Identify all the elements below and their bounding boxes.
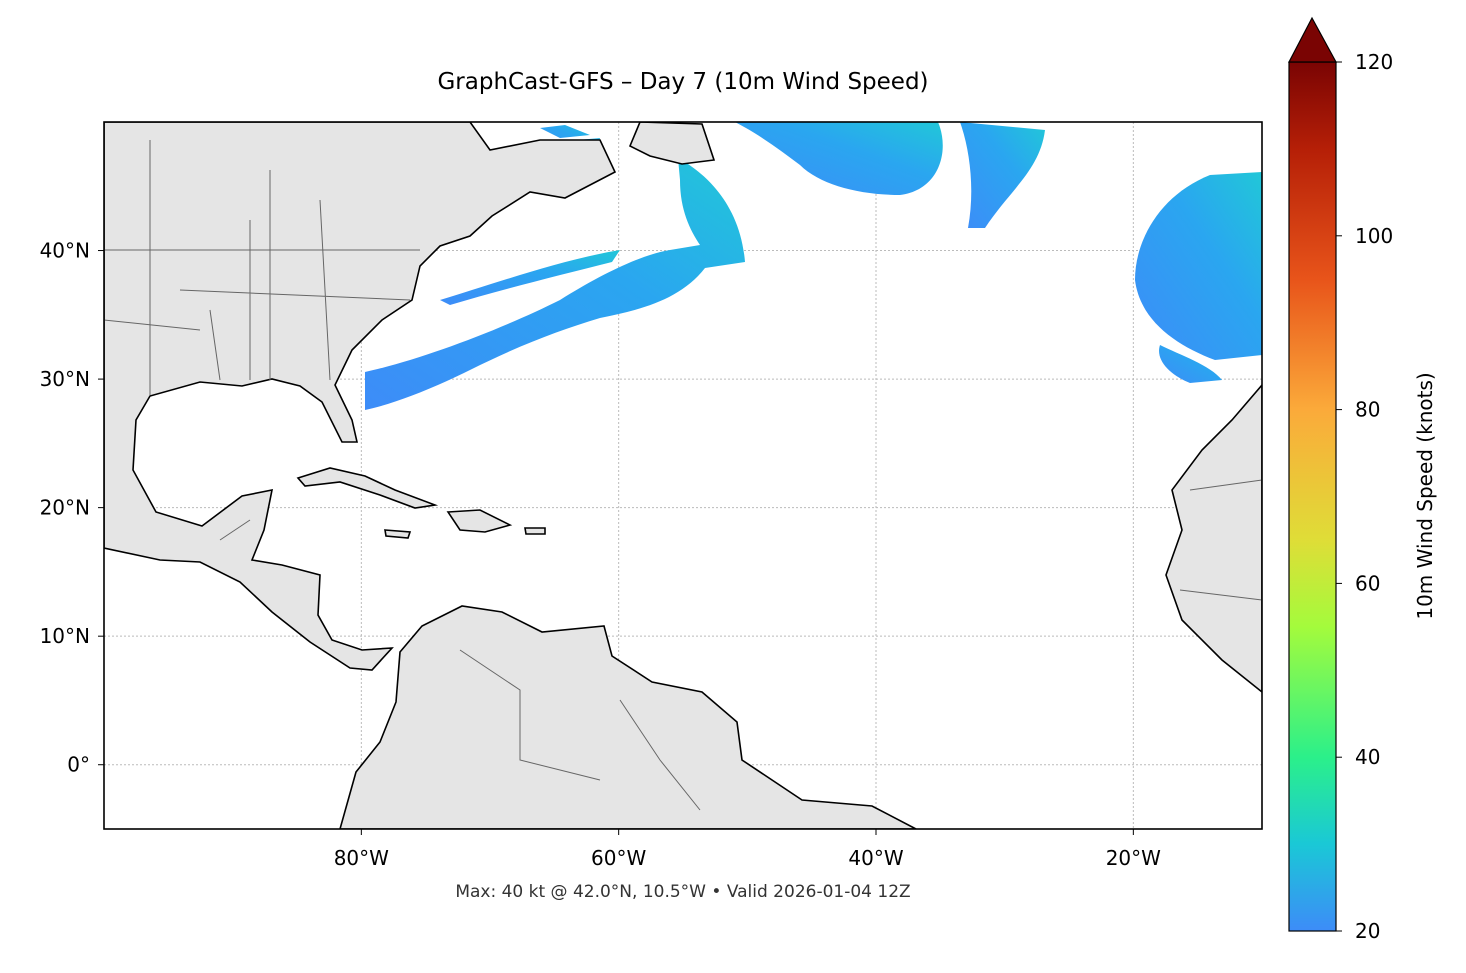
land xyxy=(1165,383,1262,694)
wind-field xyxy=(1135,172,1262,360)
wind-field xyxy=(1159,345,1222,383)
land xyxy=(296,467,439,509)
y-tick-label: 20°N xyxy=(40,496,90,520)
colorbar-extend xyxy=(1288,16,1338,63)
x-tick-label: 40°W xyxy=(848,846,903,870)
x-tick-label: 80°W xyxy=(334,846,389,870)
axes: 80°W 60°W 40°W 20°W 0° 10°N 20°N 30°N 40°N xyxy=(40,239,1162,870)
border xyxy=(104,140,1262,811)
y-tick-label: 10°N xyxy=(40,624,90,648)
map-area xyxy=(104,122,1262,829)
land xyxy=(384,527,546,539)
colorbar-label: 10m Wind Speed (knots) xyxy=(1413,372,1437,619)
wind-field xyxy=(440,250,620,305)
y-tick-label: 0° xyxy=(67,753,90,777)
colorbar-tick-label: 20 xyxy=(1355,919,1380,943)
map-frame xyxy=(103,121,1263,830)
x-tick-label: 60°W xyxy=(591,846,646,870)
land xyxy=(104,122,617,671)
colorbar-tick-label: 80 xyxy=(1355,398,1380,422)
colorbar-tick-label: 40 xyxy=(1355,745,1380,769)
x-tick-label: 20°W xyxy=(1106,846,1161,870)
wind-field xyxy=(365,158,745,410)
y-tick-label: 30°N xyxy=(40,367,90,391)
y-tick-label: 40°N xyxy=(40,239,90,263)
map-title: GraphCast-GFS – Day 7 (10m Wind Speed) xyxy=(437,69,928,95)
colorbar-tick-label: 60 xyxy=(1355,571,1380,595)
colorbar xyxy=(1288,61,1337,932)
colorbar-axis: 20 40 60 80 100 120 xyxy=(1336,50,1393,943)
wind-field xyxy=(735,122,943,195)
land xyxy=(339,605,917,829)
wind-field xyxy=(960,122,1045,228)
colorbar-tick-label: 120 xyxy=(1355,50,1393,74)
colorbar-tick-label: 100 xyxy=(1355,224,1393,248)
footer-note: Max: 40 kt @ 42.0°N, 10.5°W • Valid 2026… xyxy=(455,882,910,902)
land xyxy=(628,122,716,165)
land xyxy=(446,509,513,533)
